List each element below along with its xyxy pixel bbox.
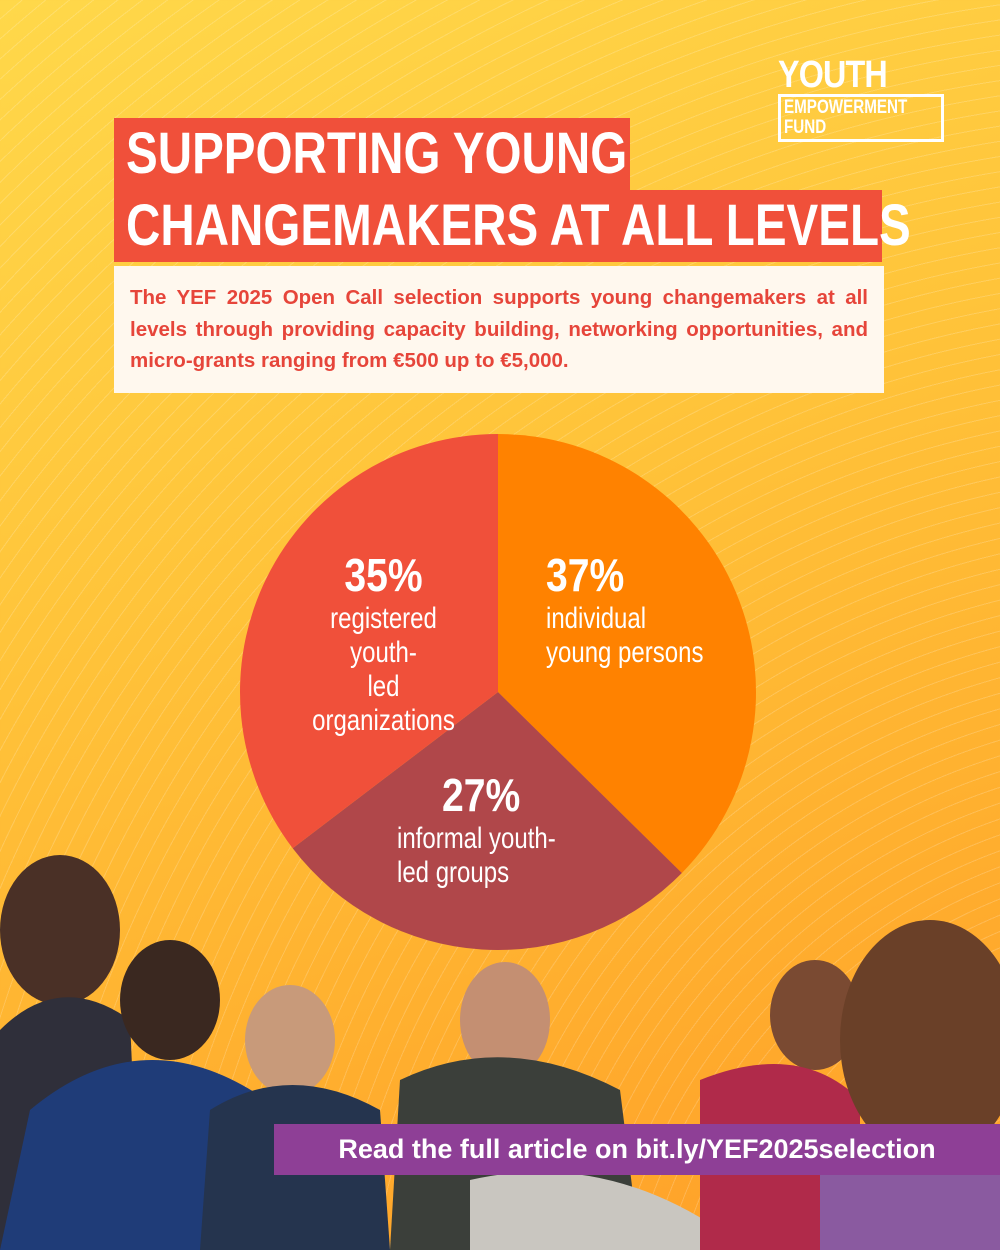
pie-slice-2 [240,434,499,849]
pct-informal: 27% [442,769,521,821]
description: The YEF 2025 Open Call selection support… [114,266,884,393]
logo-empowerment: EMPOWERMENT [784,97,908,118]
pct-registered: 35% [344,549,423,601]
title-line-1: SUPPORTING YOUNG [114,118,630,190]
group-photo [0,855,1000,1250]
pie-slice-0 [498,434,757,873]
pct-individual: 37% [546,549,625,601]
cat-individual: individual young persons [546,602,704,669]
yef-logo: YOUTH EMPOWERMENT FUND [778,54,945,142]
logo-youth: YOUTH [778,54,888,96]
label-registered: 35% registered youth- led organizations [276,548,491,738]
pie-slice-1 [292,692,682,951]
article-link-banner[interactable]: Read the full article on bit.ly/YEF2025s… [274,1124,1000,1175]
cat-registered: registered youth- led organizations [312,602,455,737]
logo-fund: FUND [784,117,827,138]
label-informal: 27% informal youth- led groups [397,768,595,890]
title-line-2: CHANGEMAKERS AT ALL LEVELS [114,190,911,262]
label-individual: 37% individual young persons [546,548,743,670]
cat-informal: informal youth- led groups [397,822,556,889]
